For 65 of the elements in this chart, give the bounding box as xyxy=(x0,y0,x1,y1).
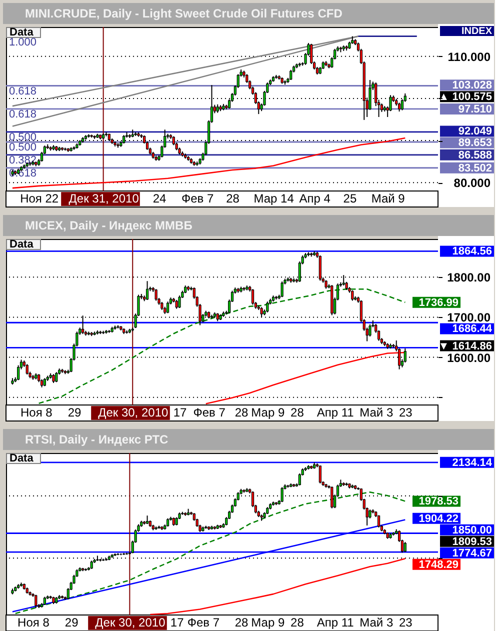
x-tick-label: 17 xyxy=(170,616,184,630)
annotation: 0.500 xyxy=(9,131,37,144)
x-tick-label: 23 xyxy=(398,616,413,630)
x-tick-label: Дек 30, 2010 xyxy=(98,406,168,420)
x-tick-label: 25 xyxy=(343,192,357,206)
ref-line-label: 83.502 xyxy=(458,162,492,174)
annotation: 0.618 xyxy=(9,108,37,120)
x-tick-label: Май 3 xyxy=(360,406,394,420)
ref-line-label: 2134.14 xyxy=(452,456,493,469)
ref-line-label: 92.049 xyxy=(458,126,492,138)
x-tick-label: 28 xyxy=(226,192,240,206)
x-tick-label: Мар 14 xyxy=(254,192,294,206)
ref-line-label: 86.588 xyxy=(458,149,492,162)
chart-title: MICEX, Daily - Индекс ММВБ xyxy=(25,218,193,232)
ref-line-label: 103.028 xyxy=(452,80,492,92)
x-tick-label: 29 xyxy=(68,406,82,420)
y-tick-label: 80.000 xyxy=(454,176,491,190)
x-tick-label: Апр 11 xyxy=(316,406,354,420)
y-tick-label: 1600.00 xyxy=(447,350,491,365)
y-tick-label: 1800.00 xyxy=(447,270,491,285)
x-tick-label: Ноя 8 xyxy=(18,616,50,630)
annotation: Data xyxy=(10,26,34,38)
annotation: 1.000 xyxy=(9,36,37,48)
annotation: 0.618 xyxy=(9,85,37,98)
x-tick-label: Дек 31, 2010 xyxy=(68,192,140,206)
x-tick-label: Ноя 22 xyxy=(20,192,59,206)
ref-line-label: 97.510 xyxy=(458,103,492,116)
annotation: Data xyxy=(10,238,34,250)
text: ▼ 1614.86 xyxy=(438,340,492,352)
x-tick-label: Май 9 xyxy=(371,192,406,206)
x-tick-label: Май 3 xyxy=(360,616,394,630)
data-label: 1748.29 xyxy=(418,558,458,571)
x-tick-label: 28 xyxy=(290,616,304,630)
ref-line-label: 1774.67 xyxy=(452,547,492,560)
y-tick-label: 110.000 xyxy=(448,50,491,64)
x-tick-label: Дек 30, 2010 xyxy=(95,616,166,630)
x-tick-label: Апр 4 xyxy=(299,192,331,206)
y-tick-label: 1700.00 xyxy=(447,310,491,325)
x-tick-label: 28 xyxy=(234,406,249,420)
chart-title: MINI.CRUDE, Daily - Light Sweet Crude Oil Futures CFD xyxy=(25,6,343,20)
x-tick-label: Мар 9 xyxy=(251,616,285,630)
x-tick-label: 28 xyxy=(290,406,304,420)
ref-line-label: 1850.00 xyxy=(452,524,492,536)
x-tick-label: Фев 7 xyxy=(187,616,220,630)
x-tick-label: Мар 9 xyxy=(251,406,285,420)
annotation: Data xyxy=(10,452,34,464)
ref-line-label: 89.653 xyxy=(458,137,492,150)
data-label: 1978.53 xyxy=(418,496,458,508)
annotation: 0.500 xyxy=(9,142,37,154)
x-tick-label: Ноя 8 xyxy=(20,406,53,420)
text: 1809.53 xyxy=(452,536,492,548)
y-axis-title: INDEX xyxy=(461,26,492,37)
x-tick-label: 24 xyxy=(152,192,166,206)
x-tick-label: 28 xyxy=(234,616,249,630)
x-tick-label: Фев 7 xyxy=(181,192,214,206)
x-tick-label: 29 xyxy=(64,616,79,630)
x-tick-label: 17 xyxy=(173,406,187,420)
chart-title: RTSI, Daily - Индекс РТС xyxy=(25,432,169,446)
x-tick-label: Апр 11 xyxy=(316,616,354,630)
ref-line-label: 1686.44 xyxy=(452,323,493,336)
x-tick-label: 23 xyxy=(398,406,413,420)
x-tick-label: Фев 7 xyxy=(193,406,226,420)
ref-line-label: 1864.56 xyxy=(452,246,492,258)
data-label: 1904.22 xyxy=(418,512,458,525)
data-label: 1736.99 xyxy=(418,296,458,309)
